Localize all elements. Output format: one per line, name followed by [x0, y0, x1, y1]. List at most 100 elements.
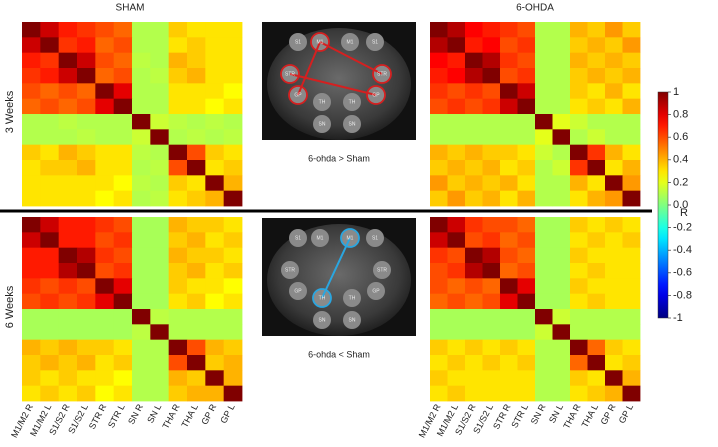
heatmap-cell: [150, 339, 170, 356]
heatmap-cell: [223, 309, 243, 325]
x-tick-label: THA L: [580, 402, 601, 429]
colorbar-label: R: [680, 207, 688, 219]
heatmap-cell: [622, 355, 641, 371]
heatmap-cell: [22, 175, 41, 192]
heatmap-cell: [132, 190, 151, 207]
heatmap-cell: [168, 217, 188, 233]
heatmap-cell: [187, 278, 206, 295]
heatmap-cell: [447, 324, 466, 341]
heatmap-cell: [447, 175, 466, 192]
heatmap-cell: [465, 324, 483, 341]
heatmap-cell: [587, 22, 606, 38]
heatmap-cell: [58, 293, 78, 310]
heatmap-cell: [113, 385, 133, 402]
region-node: [313, 93, 331, 111]
heatmap-cell: [187, 68, 206, 84]
heatmap-cell: [622, 232, 641, 249]
heatmap-cell: [430, 217, 448, 233]
heatmap-cell: [622, 144, 641, 161]
x-tick-label: THA R: [160, 402, 182, 431]
x-tick-label: SN L: [145, 402, 163, 424]
heatmap-cell: [517, 217, 536, 233]
heatmap-cell: [77, 190, 96, 207]
heatmap-cell: [605, 385, 623, 402]
heatmap-cell: [517, 385, 536, 402]
heatmap-cell: [95, 278, 115, 295]
region-node: [313, 311, 331, 329]
heatmap-cell: [205, 278, 225, 295]
heatmap-cell: [77, 68, 96, 84]
heatmap-cell: [535, 263, 553, 279]
heatmap-cell: [40, 160, 60, 176]
node-label: TH: [349, 295, 356, 301]
heatmap-cell: [535, 370, 553, 387]
heatmap-cell: [465, 232, 483, 249]
heatmap-cell: [465, 144, 483, 161]
heatmap-cell: [168, 339, 188, 356]
heatmap-cell: [223, 129, 243, 146]
heatmap-cell: [22, 263, 41, 279]
heatmap-cell: [430, 324, 448, 341]
heatmap-cell: [77, 247, 96, 264]
heatmap-cell: [622, 175, 641, 192]
heatmap-cell: [95, 309, 115, 325]
heatmap-cell: [58, 114, 78, 130]
heatmap-cell: [132, 98, 151, 115]
heatmap-cell: [77, 22, 96, 38]
heatmap-cell: [223, 247, 243, 264]
heatmap-cell: [552, 37, 571, 54]
heatmap-cell: [500, 263, 518, 279]
heatmap-cell: [535, 37, 553, 54]
heatmap-cell: [482, 52, 501, 69]
heatmap-cell: [58, 68, 78, 84]
heatmap-cell: [223, 370, 243, 387]
heatmap-cell: [168, 98, 188, 115]
heatmap-cell: [535, 385, 553, 402]
heatmap-cell: [168, 309, 188, 325]
heatmap-cell: [500, 355, 518, 371]
heatmap-cell: [205, 114, 225, 130]
colorbar: [657, 91, 669, 319]
heatmap-cell: [482, 232, 501, 249]
heatmap-cell: [447, 22, 466, 38]
heatmap-cell: [58, 144, 78, 161]
heatmap-cell: [622, 83, 641, 100]
connection: [319, 41, 383, 75]
heatmap-cell: [22, 309, 41, 325]
heatmap-cell: [605, 114, 623, 130]
heatmap-cell: [132, 278, 151, 295]
heatmap-cell: [40, 232, 60, 249]
heatmap-cell: [150, 247, 170, 264]
heatmap-cell: [168, 278, 188, 295]
heatmap-cell: [517, 355, 536, 371]
heatmap-cell: [113, 114, 133, 130]
heatmap-cell: [77, 175, 96, 192]
heatmap-cell: [150, 370, 170, 387]
heatmap-cell: [95, 37, 115, 54]
heatmap-cell: [605, 22, 623, 38]
heatmap-cell: [517, 83, 536, 100]
heatmap-cell: [77, 129, 96, 146]
heatmap-cell: [187, 129, 206, 146]
heatmap-cell: [605, 83, 623, 100]
heatmap-cell: [465, 129, 483, 146]
heatmap-cell: [517, 293, 536, 310]
node-label: SN: [349, 317, 356, 323]
heatmap-cell: [535, 324, 553, 341]
heatmap-cell: [605, 293, 623, 310]
heatmap-cell: [570, 129, 588, 146]
heatmap-cell: [132, 293, 151, 310]
heatmap-cell: [113, 190, 133, 207]
heatmap-cell: [150, 68, 170, 84]
heatmap-cell: [223, 37, 243, 54]
colorbar-tick-label: -0.6: [673, 267, 692, 279]
heatmap-cell: [187, 175, 206, 192]
heatmap-cell: [500, 385, 518, 402]
heatmap-cell: [465, 190, 483, 207]
heatmap-cell: [150, 355, 170, 371]
heatmap-cell: [622, 217, 641, 233]
heatmap-cell: [465, 37, 483, 54]
heatmap-cell: [482, 370, 501, 387]
heatmap-cell: [58, 324, 78, 341]
heatmap-cell: [430, 370, 448, 387]
